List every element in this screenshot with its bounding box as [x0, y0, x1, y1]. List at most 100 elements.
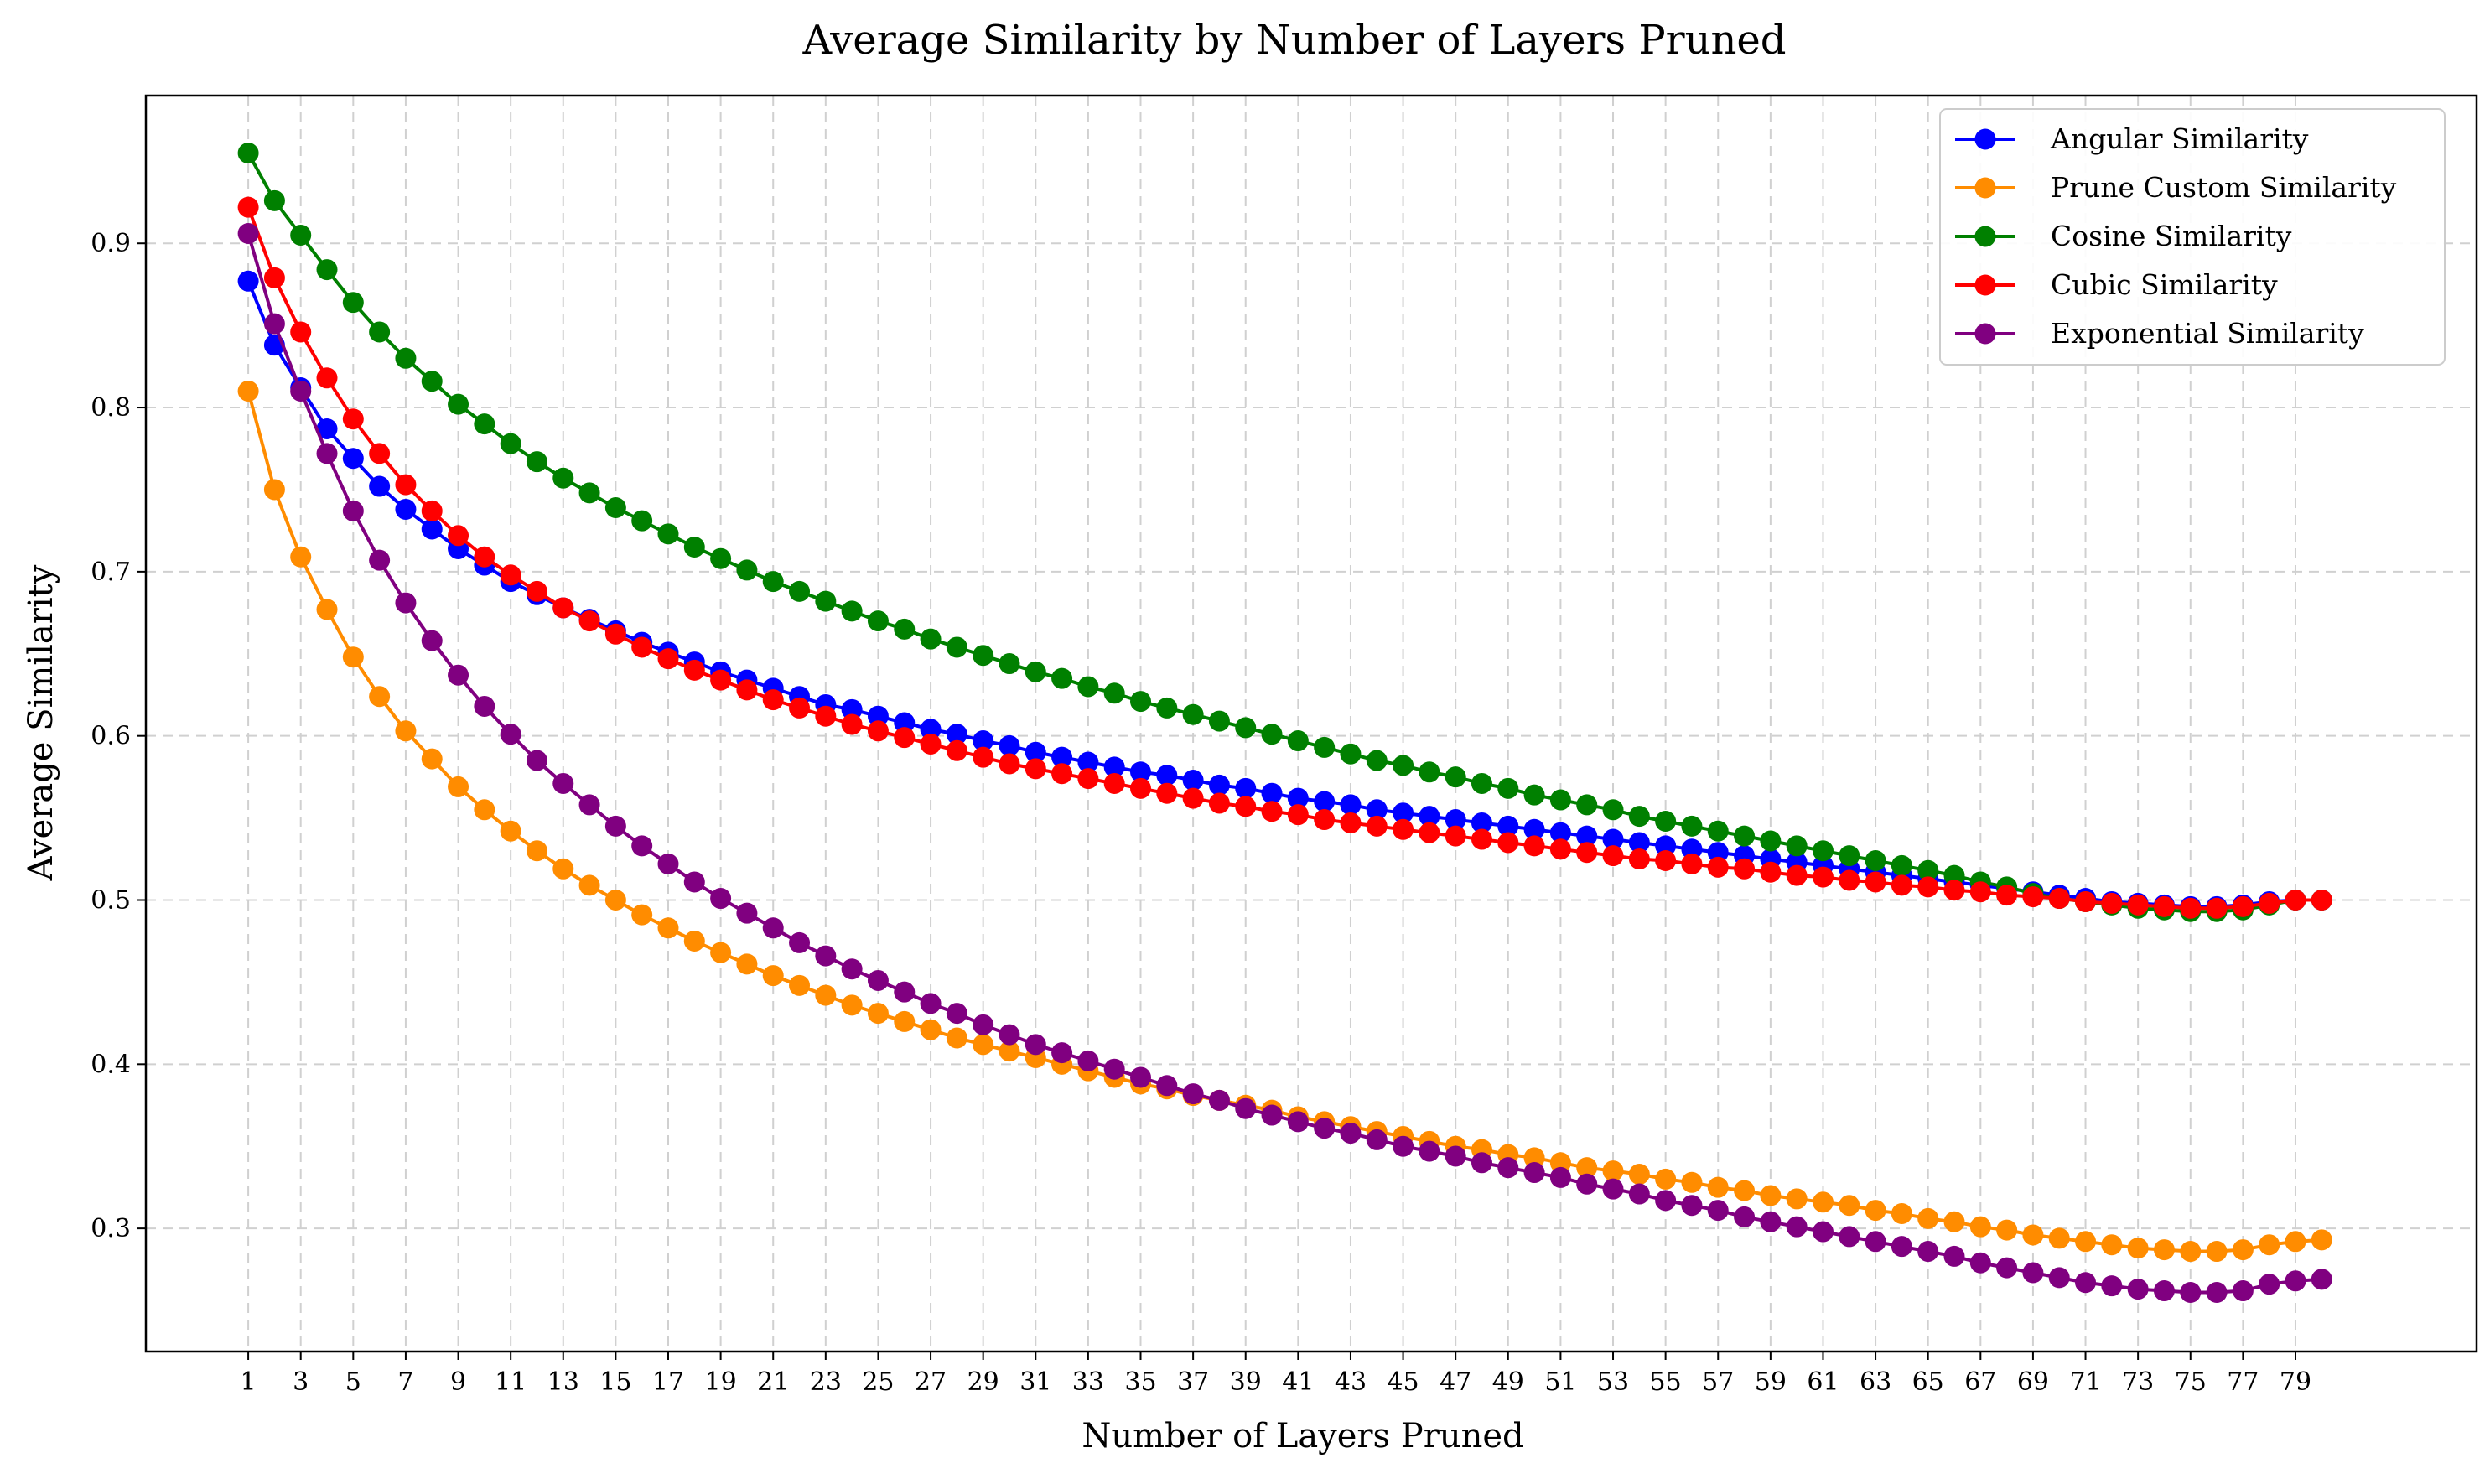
data-point-exponential-similarity	[1287, 1111, 1309, 1133]
x-tick-label: 9	[450, 1367, 466, 1397]
data-point-cubic-similarity	[1130, 777, 1152, 799]
data-point-cubic-similarity	[2206, 897, 2228, 919]
data-point-cosine-similarity	[1549, 789, 1571, 811]
data-point-cosine-similarity	[1734, 825, 1756, 847]
data-point-cosine-similarity	[1576, 794, 1598, 816]
data-point-prune-custom-similarity	[395, 720, 417, 742]
data-point-cubic-similarity	[1996, 885, 2018, 906]
data-point-prune-custom-similarity	[1602, 1160, 1624, 1182]
data-point-cosine-similarity	[1445, 766, 1466, 788]
data-point-prune-custom-similarity	[1655, 1168, 1677, 1190]
data-point-angular-similarity	[1602, 828, 1624, 850]
data-point-prune-custom-similarity	[1917, 1207, 1939, 1229]
data-point-cosine-similarity	[1366, 750, 1388, 771]
data-point-exponential-similarity	[2206, 1282, 2228, 1304]
data-point-exponential-similarity	[421, 630, 443, 651]
data-point-cosine-similarity	[1943, 864, 1965, 886]
data-point-angular-similarity	[369, 475, 391, 497]
data-point-prune-custom-similarity	[683, 930, 705, 952]
data-point-exponential-similarity	[920, 993, 942, 1014]
data-point-prune-custom-similarity	[762, 965, 784, 987]
data-point-prune-custom-similarity	[2127, 1238, 2149, 1259]
data-point-prune-custom-similarity	[2022, 1224, 2044, 1246]
data-point-prune-custom-similarity	[263, 479, 285, 501]
x-tick-label: 55	[1650, 1367, 1682, 1397]
data-point-angular-similarity	[237, 270, 259, 292]
data-point-angular-similarity	[1051, 746, 1073, 768]
data-point-exponential-similarity	[789, 931, 811, 953]
data-point-exponential-similarity	[1235, 1097, 1257, 1119]
data-point-cubic-similarity	[1602, 845, 1624, 867]
data-point-exponential-similarity	[552, 772, 574, 794]
data-point-exponential-similarity	[448, 664, 469, 686]
x-tick-label: 29	[967, 1367, 999, 1397]
data-point-cubic-similarity	[1445, 825, 1466, 847]
y-tick-label: 0.3	[91, 1214, 131, 1243]
x-tick-label: 53	[1597, 1367, 1629, 1397]
data-point-angular-similarity	[1549, 822, 1571, 843]
data-point-prune-custom-similarity	[1891, 1203, 1912, 1225]
data-point-cubic-similarity	[395, 474, 417, 496]
data-point-cosine-similarity	[526, 451, 547, 473]
legend-label: Angular Similarity	[2050, 122, 2309, 155]
data-point-cubic-similarity	[1917, 876, 1939, 898]
data-point-cubic-similarity	[1523, 835, 1545, 857]
data-point-exponential-similarity	[1471, 1152, 1492, 1174]
data-point-prune-custom-similarity	[2285, 1231, 2306, 1253]
x-tick-label: 19	[705, 1367, 737, 1397]
data-point-angular-similarity	[342, 448, 364, 470]
data-point-cosine-similarity	[1208, 710, 1230, 732]
x-tick-label: 3	[293, 1367, 309, 1397]
data-point-prune-custom-similarity	[1839, 1195, 1860, 1217]
data-point-cubic-similarity	[815, 705, 837, 727]
legend-swatch-marker	[1974, 226, 1996, 247]
data-point-exponential-similarity	[578, 794, 600, 816]
data-point-exponential-similarity	[1208, 1089, 1230, 1111]
x-tick-label: 45	[1387, 1367, 1419, 1397]
series-layer	[237, 143, 2332, 1304]
y-tick-label: 0.4	[91, 1050, 131, 1079]
data-point-cosine-similarity	[657, 523, 679, 545]
data-point-prune-custom-similarity	[946, 1027, 967, 1049]
data-point-angular-similarity	[1655, 835, 1677, 857]
data-point-cubic-similarity	[2048, 888, 2070, 910]
data-point-cubic-similarity	[762, 689, 784, 711]
legend-label: Cosine Similarity	[2051, 220, 2292, 252]
data-point-exponential-similarity	[604, 815, 626, 837]
data-point-cubic-similarity	[789, 697, 811, 719]
data-point-cubic-similarity	[1786, 864, 1808, 886]
data-point-cubic-similarity	[1734, 858, 1756, 880]
data-point-cubic-similarity	[1812, 866, 1834, 888]
data-point-angular-similarity	[1497, 815, 1519, 837]
data-point-exponential-similarity	[1051, 1042, 1073, 1064]
data-point-cubic-similarity	[920, 733, 942, 755]
data-point-cubic-similarity	[1025, 758, 1046, 780]
legend-label: Prune Custom Similarity	[2051, 171, 2397, 204]
data-point-prune-custom-similarity	[841, 994, 863, 1016]
data-point-prune-custom-similarity	[1707, 1176, 1729, 1198]
data-point-exponential-similarity	[369, 549, 391, 571]
data-point-cosine-similarity	[841, 600, 863, 622]
data-point-prune-custom-similarity	[2075, 1231, 2097, 1253]
data-point-exponential-similarity	[395, 592, 417, 614]
data-point-exponential-similarity	[946, 1003, 967, 1025]
data-point-exponential-similarity	[1156, 1075, 1178, 1097]
legend-swatch-marker	[1974, 274, 1996, 296]
data-point-cubic-similarity	[1077, 768, 1099, 790]
data-point-cosine-similarity	[789, 580, 811, 602]
data-point-cosine-similarity	[1393, 755, 1414, 776]
x-tick-label: 77	[2227, 1367, 2259, 1397]
data-point-prune-custom-similarity	[867, 1003, 889, 1025]
data-point-cubic-similarity	[552, 597, 574, 619]
x-axis-ticks: 1 3 5 7 9 11 13 15 17 19 21 23 25 27 29 31 33 35 37 39 41 43 4…	[241, 1352, 2311, 1397]
data-point-prune-custom-similarity	[1760, 1185, 1782, 1206]
x-tick-label: 35	[1124, 1367, 1156, 1397]
x-tick-label: 27	[915, 1367, 947, 1397]
data-point-exponential-similarity	[762, 917, 784, 939]
x-tick-label: 15	[599, 1367, 631, 1397]
data-point-angular-similarity	[894, 712, 916, 734]
data-point-prune-custom-similarity	[1549, 1152, 1571, 1174]
data-point-prune-custom-similarity	[526, 840, 547, 862]
data-point-angular-similarity	[1156, 765, 1178, 786]
data-point-angular-similarity	[1576, 825, 1598, 847]
